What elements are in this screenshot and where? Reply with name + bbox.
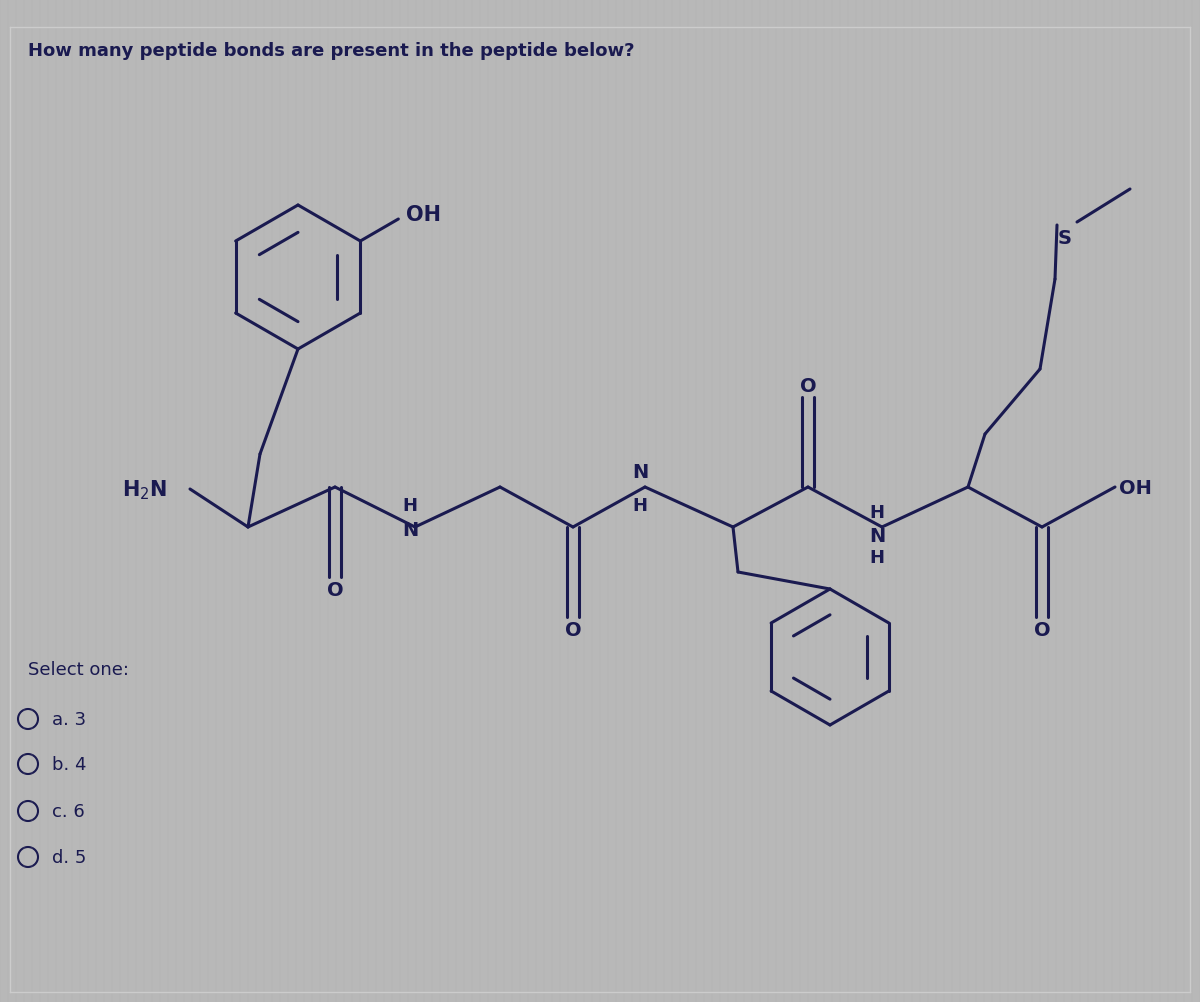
Text: O: O xyxy=(565,620,581,639)
Text: H: H xyxy=(402,497,418,514)
Text: H: H xyxy=(870,548,884,566)
Text: OH: OH xyxy=(406,204,440,224)
Text: O: O xyxy=(799,376,816,395)
Text: b. 4: b. 4 xyxy=(52,756,86,774)
Text: Select one:: Select one: xyxy=(28,660,130,678)
Text: How many peptide bonds are present in the peptide below?: How many peptide bonds are present in th… xyxy=(28,42,635,60)
Text: d. 5: d. 5 xyxy=(52,848,86,866)
Text: N: N xyxy=(402,520,418,539)
Text: H$_2$N: H$_2$N xyxy=(122,478,168,501)
Text: H: H xyxy=(870,503,884,521)
Text: O: O xyxy=(326,580,343,599)
Text: N: N xyxy=(632,463,648,482)
Text: O: O xyxy=(1033,620,1050,639)
Text: c. 6: c. 6 xyxy=(52,803,85,821)
Text: OH: OH xyxy=(1118,478,1152,497)
Text: a. 3: a. 3 xyxy=(52,710,86,728)
Text: N: N xyxy=(869,526,886,545)
Text: S: S xyxy=(1058,228,1072,247)
Text: H: H xyxy=(632,497,648,514)
